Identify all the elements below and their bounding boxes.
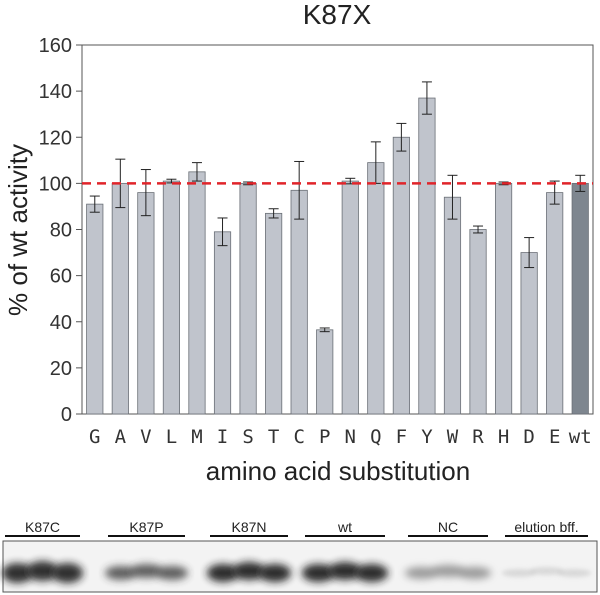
gel-band — [2, 563, 33, 583]
bar-A — [111, 182, 129, 415]
x-tick-label-E: E — [549, 426, 560, 448]
gel-frame — [2, 540, 598, 593]
gel-band — [130, 564, 163, 578]
gel-band — [156, 566, 189, 580]
x-tick-label-G: G — [89, 426, 100, 448]
gel-band — [458, 567, 492, 579]
x-tick-label-T: T — [268, 426, 279, 448]
bar-F — [392, 136, 410, 415]
gel-band — [27, 561, 58, 581]
x-tick-label-Y: Y — [421, 426, 433, 448]
bar-C — [290, 189, 308, 415]
bar-wt — [571, 182, 589, 415]
bar-S — [239, 182, 257, 415]
x-tick-label-M: M — [191, 426, 202, 448]
gel-band — [355, 564, 389, 582]
bar-Q — [367, 162, 385, 415]
gel-band — [258, 564, 292, 582]
bar-P — [316, 329, 334, 415]
gel-lane-label: NC — [438, 519, 458, 535]
gel-band — [52, 563, 83, 583]
y-tick-label: 0 — [61, 404, 72, 426]
gel-panel: K87C K87P K87N wt NC elution bff. — [2, 519, 598, 593]
x-tick-label-V: V — [140, 426, 151, 448]
gel-band — [431, 565, 465, 577]
y-axis-title: % of wt activity — [3, 144, 33, 316]
gel-band — [301, 564, 335, 582]
bar-R — [469, 229, 487, 415]
bar-L — [162, 180, 181, 415]
bar-N — [341, 180, 359, 415]
bar-M — [188, 171, 206, 415]
gel-lane-label: K87C — [25, 519, 60, 535]
bar-T — [265, 212, 283, 415]
y-tick-label: 120 — [39, 127, 72, 149]
gel-lane-label: K87P — [129, 519, 163, 535]
y-tick-label: 160 — [39, 35, 72, 57]
gel-band — [529, 567, 564, 575]
x-tick-label-I: I — [217, 426, 228, 448]
gel-band — [206, 564, 240, 582]
gel-band — [104, 566, 137, 580]
y-tick-label: 40 — [50, 312, 72, 334]
x-tick-label-A: A — [115, 426, 127, 448]
x-tick-label-N: N — [345, 426, 356, 448]
gel-lane-label: elution bff. — [514, 519, 578, 535]
x-tick-label-D: D — [523, 426, 534, 448]
x-tick-label-F: F — [396, 426, 407, 448]
x-tick-label-L: L — [166, 426, 177, 448]
plot-frame — [81, 44, 594, 415]
gel-band — [328, 562, 362, 580]
x-tick-label-C: C — [293, 426, 304, 448]
x-tick-label-wt: wt — [569, 426, 592, 448]
gel-band — [501, 569, 536, 577]
bar-Y — [418, 97, 436, 415]
bar-E — [546, 192, 564, 415]
gel-band — [557, 569, 592, 577]
x-tick-label-R: R — [472, 426, 484, 448]
y-tick-label: 140 — [39, 81, 72, 103]
x-tick-label-W: W — [447, 426, 459, 448]
bar-H — [494, 182, 513, 415]
bar-I — [213, 231, 232, 415]
bar-G — [86, 203, 104, 415]
bar-D — [520, 252, 538, 415]
x-tick-label-S: S — [242, 426, 253, 448]
bar-W — [443, 196, 462, 415]
y-tick-label: 80 — [50, 220, 72, 242]
x-tick-label-Q: Q — [370, 426, 381, 448]
y-tick-label: 100 — [39, 173, 72, 195]
y-tick-label: 20 — [50, 358, 72, 380]
x-tick-label-H: H — [498, 426, 509, 448]
y-tick-label: 60 — [50, 266, 72, 288]
gel-lane-label: K87N — [231, 519, 266, 535]
plot-area: 0 20 40 60 80 100 120 140 160 G A V L M I S T C P N Q F Y W R H D E… — [39, 35, 594, 448]
gel-band — [232, 562, 266, 580]
gel-band — [404, 567, 438, 579]
bar-V — [137, 192, 155, 415]
x-axis-title: amino acid substitution — [206, 456, 470, 486]
x-tick-label-P: P — [319, 426, 330, 448]
chart-title: K87X — [303, 0, 372, 30]
gel-lane-label: wt — [337, 519, 352, 535]
